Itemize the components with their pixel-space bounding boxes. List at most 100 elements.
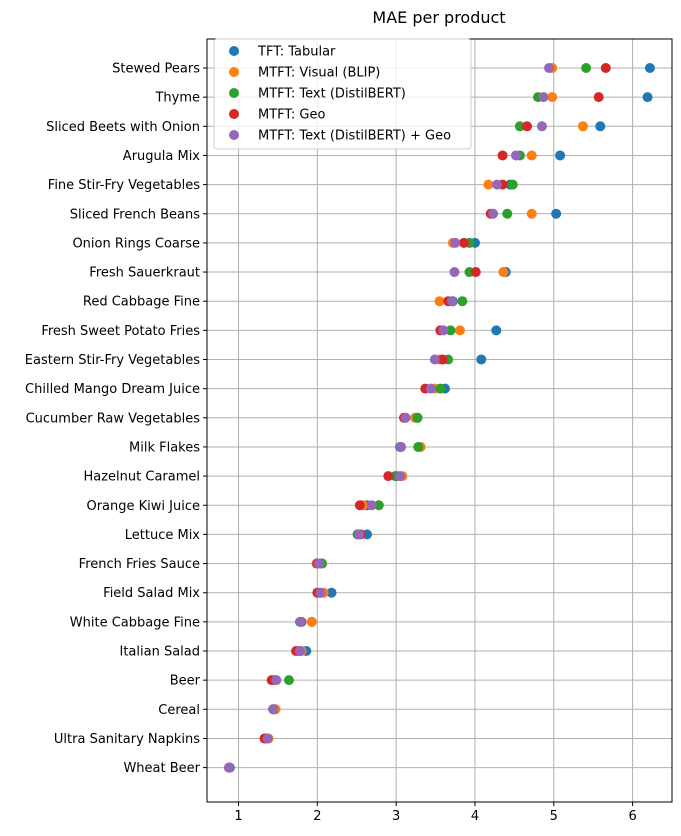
y-axis-ticks: Stewed Pears Thyme Sliced Beets with Onion… [25, 62, 207, 776]
data-point [547, 92, 558, 103]
grid-lines [207, 39, 672, 802]
data-point [491, 325, 502, 336]
data-point [507, 179, 518, 190]
data-point [526, 208, 537, 219]
category-label: Sliced French Beans [70, 207, 200, 222]
data-point [306, 616, 317, 627]
category-label: Stewed Pears [112, 62, 200, 77]
category-label: Wheat Beer [123, 761, 200, 776]
data-point [642, 92, 653, 103]
category-label: Cereal [158, 703, 200, 718]
data-point [354, 529, 365, 540]
data-point [450, 237, 461, 248]
legend-label: MTFT: Geo [258, 108, 326, 123]
category-label: Beer [170, 674, 201, 689]
category-label: Chilled Mango Dream Juice [25, 382, 200, 397]
data-point [498, 267, 509, 278]
data-point [458, 237, 469, 248]
data-point [497, 150, 508, 161]
legend-marker [229, 88, 239, 98]
data-point [413, 441, 424, 452]
category-label: Onion Rings Coarse [72, 236, 200, 251]
data-point [315, 587, 326, 598]
data-point [400, 412, 411, 423]
category-label: Hazelnut Caramel [83, 470, 200, 485]
data-point [435, 383, 446, 394]
x-tick-label: 3 [392, 809, 400, 824]
category-label: Fresh Sauerkraut [89, 266, 200, 281]
data-point [595, 121, 606, 132]
legend-marker [229, 109, 239, 119]
data-point [326, 587, 337, 598]
category-label: Arugula Mix [123, 149, 201, 164]
legend-label: MTFT: Text (DistilBERT) + Geo [258, 129, 451, 144]
data-point [438, 325, 449, 336]
legend-label: MTFT: Text (DistilBERT) [258, 87, 406, 102]
data-point [521, 121, 532, 132]
data-point [536, 121, 547, 132]
data-point [429, 354, 440, 365]
data-point [449, 267, 460, 278]
legend-label: TFT: Tabular [257, 45, 336, 60]
category-label: Thyme [154, 91, 200, 106]
data-point [551, 208, 562, 219]
data-point [470, 267, 481, 278]
data-point [425, 383, 436, 394]
legend-marker [229, 130, 239, 140]
data-point [366, 500, 377, 511]
data-point [262, 733, 273, 744]
x-axis-ticks: 1 2 3 4 5 6 [234, 802, 637, 824]
legend-marker [229, 46, 239, 56]
data-point [600, 63, 611, 73]
data-point [454, 325, 465, 336]
data-point [510, 150, 521, 161]
data-point [354, 500, 365, 511]
category-label: Fresh Sweet Potato Fries [41, 324, 200, 339]
data-point [412, 412, 423, 423]
data-point [593, 92, 604, 103]
category-label: Ultra Sanitary Napkins [54, 732, 200, 747]
category-label: Sliced Beets with Onion [46, 120, 200, 135]
data-point [581, 63, 592, 73]
category-label: Field Salad Mix [103, 586, 200, 601]
data-point [538, 92, 549, 103]
data-point [476, 354, 487, 365]
data-point [271, 675, 282, 686]
category-label: White Cabbage Fine [70, 615, 200, 630]
data-point [283, 675, 294, 686]
legend-label: MTFT: Visual (BLIP) [258, 66, 380, 81]
category-label: Milk Flakes [129, 440, 200, 455]
data-point [437, 354, 448, 365]
data-point [224, 762, 235, 773]
data-point [268, 704, 279, 715]
x-tick-label: 4 [471, 809, 479, 824]
x-tick-label: 2 [313, 809, 321, 824]
category-label: Lettuce Mix [125, 528, 201, 543]
data-point [313, 558, 324, 569]
plot-frame [206, 38, 673, 803]
category-label: Fine Stir-Fry Vegetables [48, 178, 200, 193]
data-point [526, 150, 537, 161]
data-point [492, 179, 503, 190]
data-point [483, 179, 494, 190]
chart-title: MAE per product [372, 8, 505, 27]
data-point [555, 150, 566, 161]
category-label: Orange Kiwi Juice [86, 499, 200, 514]
data-point [488, 208, 499, 219]
data-points [224, 63, 655, 773]
legend: TFT: Tabular MTFT: Visual (BLIP) MTFT: Tex… [213, 38, 472, 150]
x-tick-label: 1 [234, 809, 242, 824]
data-point [447, 296, 458, 307]
data-point [373, 500, 384, 511]
category-label: Red Cabbage Fine [83, 295, 200, 310]
x-tick-label: 6 [628, 809, 636, 824]
data-point [644, 63, 655, 73]
data-point [383, 471, 394, 482]
data-point [395, 471, 406, 482]
data-point [295, 646, 305, 656]
category-label: Cucumber Raw Vegetables [26, 411, 201, 426]
data-point [577, 121, 588, 132]
category-label: French Fries Sauce [79, 557, 200, 572]
data-point [502, 208, 513, 219]
